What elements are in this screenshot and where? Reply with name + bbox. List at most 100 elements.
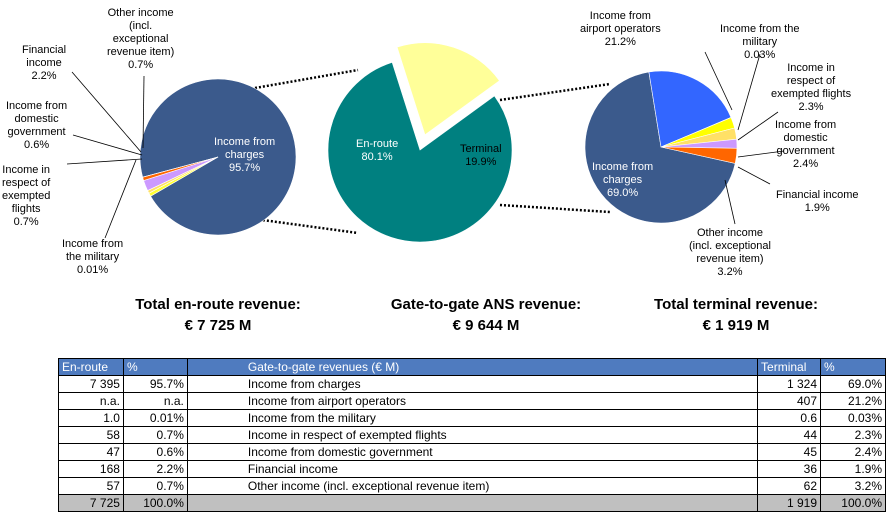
slice-label: Financial income 1.9%	[776, 189, 859, 214]
table-row: 168 2.2% Financial income 36 1.9%	[58, 460, 886, 478]
total-terminal-cell: 1 919	[757, 494, 821, 512]
connector-line	[254, 217, 359, 235]
slice-label: Terminal 19.9%	[460, 143, 502, 168]
cell-terminal-value: 36	[757, 460, 821, 478]
cell-terminal-value: 45	[757, 443, 821, 461]
slice-label: Income from charges 69.0%	[592, 161, 654, 199]
cell-enroute-pct: 0.6%	[122, 443, 188, 461]
total-enroute-pct-cell: 100.0%	[122, 494, 188, 512]
table-row: 47 0.6% Income from domestic government 45 2…	[58, 443, 886, 461]
pie-charts	[66, 42, 785, 243]
terminal-slice-6	[660, 146, 738, 164]
cell-terminal-value: 407	[757, 392, 821, 410]
cell-enroute-value: 1.0	[58, 409, 124, 427]
cell-enroute-pct: 0.7%	[122, 426, 188, 444]
slice-label: Income from airport operators 21.2%	[580, 10, 661, 48]
total-g2g-value: € 9 644 M	[452, 317, 520, 334]
cell-terminal-pct: 1.9%	[820, 460, 886, 478]
total-enroute-cell: 7 725	[58, 494, 124, 512]
cell-enroute-pct: 2.2%	[122, 460, 188, 478]
leader-line	[737, 166, 771, 185]
leader-line	[142, 75, 145, 149]
total-enroute-label: Total en-route revenue:	[135, 296, 301, 313]
table-row: n.a. n.a. Income from airport operators 407…	[58, 392, 886, 410]
leader-line	[737, 150, 785, 158]
total-terminal-value: € 1 919 M	[702, 317, 770, 334]
g2g-slice-1	[396, 42, 500, 136]
table-row: 7 395 95.7% Income from charges 1 324 69.0%	[58, 375, 886, 393]
slice-label: Income from the military 0.01%	[62, 238, 124, 276]
cell-enroute-pct: 0.7%	[122, 477, 188, 495]
total-enroute: Total en-route revenue: € 7 725 M	[118, 294, 318, 336]
cell-terminal-pct: 69.0%	[820, 375, 886, 393]
terminal-slice-1	[648, 70, 732, 148]
cell-enroute-value: 168	[58, 460, 124, 478]
slice-label: Income from domestic government 0.6%	[6, 100, 68, 151]
header-revenue-type: Gate-to-gate revenues (€ M)	[186, 358, 759, 376]
leader-line	[737, 111, 779, 141]
leader-line	[66, 158, 143, 165]
header-enroute-pct: %	[122, 358, 188, 376]
header-terminal: Terminal	[757, 358, 821, 376]
cell-enroute-value: 7 395	[58, 375, 124, 393]
slice-label: Other income (incl. exceptional revenue ite…	[107, 7, 175, 71]
header-terminal-pct: %	[820, 358, 886, 376]
leader-line	[704, 51, 733, 111]
table-total-row: 7 725 100.0% 1 919 100.0%	[58, 494, 886, 512]
cell-revenue-type: Other income (incl. exceptional revenue …	[186, 477, 759, 495]
total-enroute-value: € 7 725 M	[184, 317, 252, 334]
slice-label: En-route 80.1%	[356, 138, 399, 163]
cell-revenue-type: Financial income	[186, 460, 759, 478]
cell-revenue-type: Income from the military	[186, 409, 759, 427]
cell-enroute-value: n.a.	[58, 392, 124, 410]
leader-line	[72, 134, 143, 156]
cell-terminal-pct: 2.4%	[820, 443, 886, 461]
cell-revenue-type: Income from airport operators	[186, 392, 759, 410]
leader-line	[71, 71, 142, 153]
cell-enroute-pct: 0.01%	[122, 409, 188, 427]
revenue-table: En-route % Gate-to-gate revenues (€ M) T…	[58, 358, 886, 512]
cell-enroute-value: 57	[58, 477, 124, 495]
total-g2g-label: Gate-to-gate ANS revenue:	[390, 296, 582, 313]
slice-label: Income in respect of exempted flights 0.7%	[2, 164, 51, 228]
slice-label: Income from the military 0.03%	[720, 23, 800, 61]
slice-label: Income from charges 95.7%	[214, 136, 276, 174]
enroute-slice-5	[142, 156, 219, 178]
cell-enroute-pct: 95.7%	[122, 375, 188, 393]
cell-revenue-type: Income from charges	[186, 375, 759, 393]
terminal-slice-0	[584, 71, 736, 224]
cell-terminal-value: 62	[757, 477, 821, 495]
pie-connector-lines	[254, 68, 611, 235]
slice-label: Income in respect of exempted flights 2.3%	[771, 62, 852, 113]
slice-label: Income from domestic government 2.4%	[775, 119, 837, 170]
total-terminal-pct-cell: 100.0%	[820, 494, 886, 512]
cell-enroute-value: 47	[58, 443, 124, 461]
total-label-cell	[186, 494, 759, 512]
total-terminal-label: Total terminal revenue:	[654, 296, 818, 313]
connector-line	[499, 82, 611, 102]
table-row: 58 0.7% Income in respect of exempted flig…	[58, 426, 886, 444]
cell-revenue-type: Income from domestic government	[186, 443, 759, 461]
cell-terminal-pct: 21.2%	[820, 392, 886, 410]
cell-terminal-pct: 3.2%	[820, 477, 886, 495]
cell-revenue-type: Income in respect of exempted flights	[186, 426, 759, 444]
header-enroute: En-route	[58, 358, 124, 376]
cell-enroute-value: 58	[58, 426, 124, 444]
connector-line	[499, 203, 611, 214]
table-row: 57 0.7% Other income (incl. exceptional re…	[58, 477, 886, 495]
cell-terminal-value: 44	[757, 426, 821, 444]
total-g2g: Gate-to-gate ANS revenue: € 9 644 M	[376, 294, 596, 336]
slice-label: Financial income 2.2%	[22, 44, 67, 82]
total-terminal: Total terminal revenue: € 1 919 M	[636, 294, 836, 336]
cell-terminal-value: 0.6	[757, 409, 821, 427]
connector-line	[254, 68, 359, 90]
table-header-row: En-route % Gate-to-gate revenues (€ M) T…	[58, 358, 886, 376]
leader-line	[724, 179, 736, 225]
cell-terminal-pct: 2.3%	[820, 426, 886, 444]
cell-terminal-value: 1 324	[757, 375, 821, 393]
cell-enroute-pct: n.a.	[122, 392, 188, 410]
leader-line	[737, 53, 761, 131]
g2g-slice-0	[327, 61, 513, 243]
table-row: 1.0 0.01% Income from the military 0.6 0.03%	[58, 409, 886, 427]
slice-label: Other income (incl. exceptional revenue it…	[689, 227, 771, 278]
